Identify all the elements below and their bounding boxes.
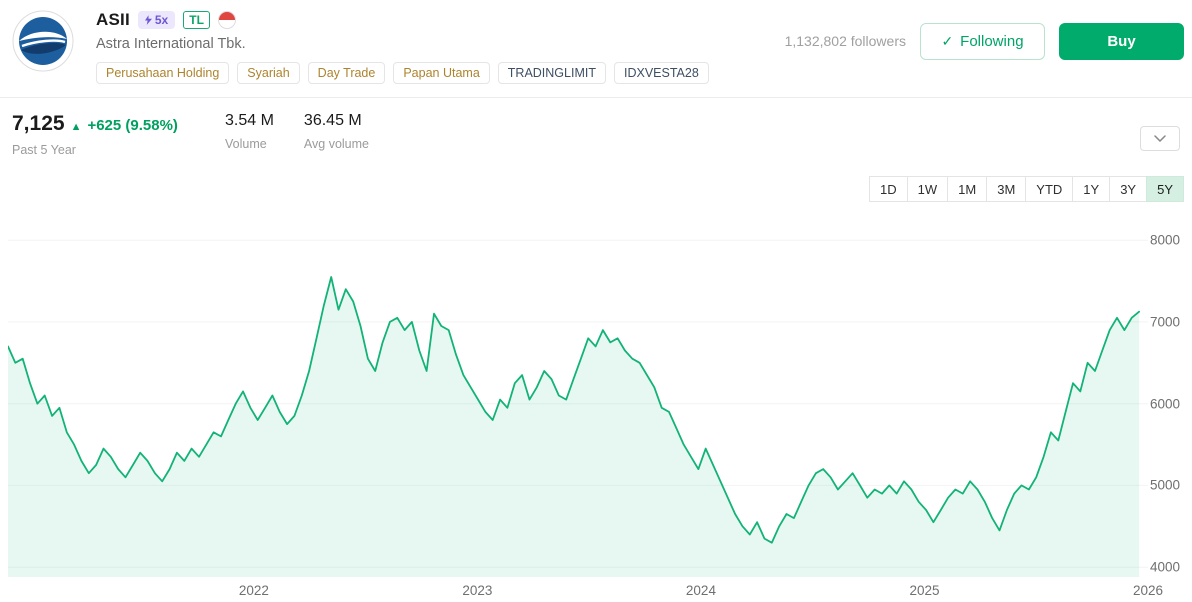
tag-syariah[interactable]: Syariah xyxy=(237,62,300,84)
price-chart[interactable]: 8000 7000 6000 5000 4000 2022 2023 2024 2025 202… xyxy=(0,212,1192,602)
lightning-icon xyxy=(144,15,152,25)
y-axis-label: 8000 xyxy=(1150,232,1181,248)
range-1y[interactable]: 1Y xyxy=(1072,176,1111,202)
y-axis-label: 5000 xyxy=(1150,477,1181,493)
range-3y[interactable]: 3Y xyxy=(1109,176,1148,202)
y-axis-label: 4000 xyxy=(1150,559,1181,575)
quote-summary: 7,125 ▲ +625 (9.58%) Past 5 Year 3.54 M … xyxy=(0,98,1192,168)
range-selector: 1D 1W 1M 3M YTD 1Y 3Y 5Y xyxy=(0,168,1192,202)
tag-papan-utama[interactable]: Papan Utama xyxy=(393,62,490,84)
volume-stat: 3.54 M Volume xyxy=(225,112,274,151)
tl-badge[interactable]: TL xyxy=(183,11,210,29)
stock-header: ASII 5x TL Astra International Tbk. Peru… xyxy=(0,0,1192,98)
collapse-chart-button[interactable] xyxy=(1140,126,1180,151)
range-1m[interactable]: 1M xyxy=(947,176,988,202)
header-main: ASII 5x TL Astra International Tbk. Peru… xyxy=(96,8,709,84)
tag-idxvesta28[interactable]: IDXVESTA28 xyxy=(613,62,709,84)
followers-count: 1,132,802 followers xyxy=(784,33,906,49)
header-actions: 1,132,802 followers ✓ Following Buy xyxy=(785,10,1184,72)
company-logo xyxy=(12,10,74,72)
up-triangle-icon: ▲ xyxy=(70,121,82,133)
title-row: ASII 5x TL xyxy=(96,10,709,30)
x-axis-label: 2024 xyxy=(685,583,716,598)
x-axis-label: 2025 xyxy=(909,583,940,598)
following-button[interactable]: ✓ Following xyxy=(920,22,1045,60)
margin-5x-label: 5x xyxy=(154,13,169,27)
ticker-symbol: ASII xyxy=(96,10,130,29)
range-3m[interactable]: 3M xyxy=(986,176,1027,202)
avg-volume-label: Avg volume xyxy=(303,137,370,151)
price-area-chart[interactable] xyxy=(8,214,1148,577)
range-5y[interactable]: 5Y xyxy=(1146,176,1184,202)
range-1d[interactable]: 1D xyxy=(869,176,908,202)
astra-logo-icon xyxy=(12,10,74,72)
price-line: 7,125 ▲ +625 (9.58%) xyxy=(12,112,225,136)
buy-button[interactable]: Buy xyxy=(1059,22,1184,60)
range-ytd[interactable]: YTD xyxy=(1025,176,1074,202)
x-axis-label: 2023 xyxy=(462,583,493,598)
y-axis-label: 7000 xyxy=(1150,314,1181,330)
following-label: Following xyxy=(960,32,1024,50)
y-axis-label: 6000 xyxy=(1150,396,1181,412)
chevron-down-icon xyxy=(1154,135,1166,142)
tag-list: Perusahaan Holding Syariah Day Trade Pap… xyxy=(96,62,709,84)
tag-tradinglimit[interactable]: TRADINGLIMIT xyxy=(497,62,606,84)
avg-volume-stat: 36.45 M Avg volume xyxy=(304,112,369,151)
check-icon: ✓ xyxy=(941,32,954,49)
company-name: Astra International Tbk. xyxy=(96,36,246,52)
avg-volume-value: 36.45 M xyxy=(303,112,362,129)
period-label: Past 5 Year xyxy=(12,143,76,157)
range-1w[interactable]: 1W xyxy=(906,176,949,202)
volume-label: Volume xyxy=(225,137,267,151)
price-block: 7,125 ▲ +625 (9.58%) Past 5 Year xyxy=(12,112,225,157)
indonesia-flag-icon xyxy=(217,11,236,29)
tag-day-trade[interactable]: Day Trade xyxy=(307,62,386,84)
x-axis-label: 2026 xyxy=(1132,583,1164,598)
margin-5x-badge[interactable]: 5x xyxy=(137,11,176,29)
price-change: +625 (9.58%) xyxy=(87,117,178,134)
x-axis-label: 2022 xyxy=(238,583,269,598)
last-price: 7,125 xyxy=(12,112,65,135)
tag-perusahaan-holding[interactable]: Perusahaan Holding xyxy=(96,62,230,84)
volume-value: 3.54 M xyxy=(225,112,274,129)
